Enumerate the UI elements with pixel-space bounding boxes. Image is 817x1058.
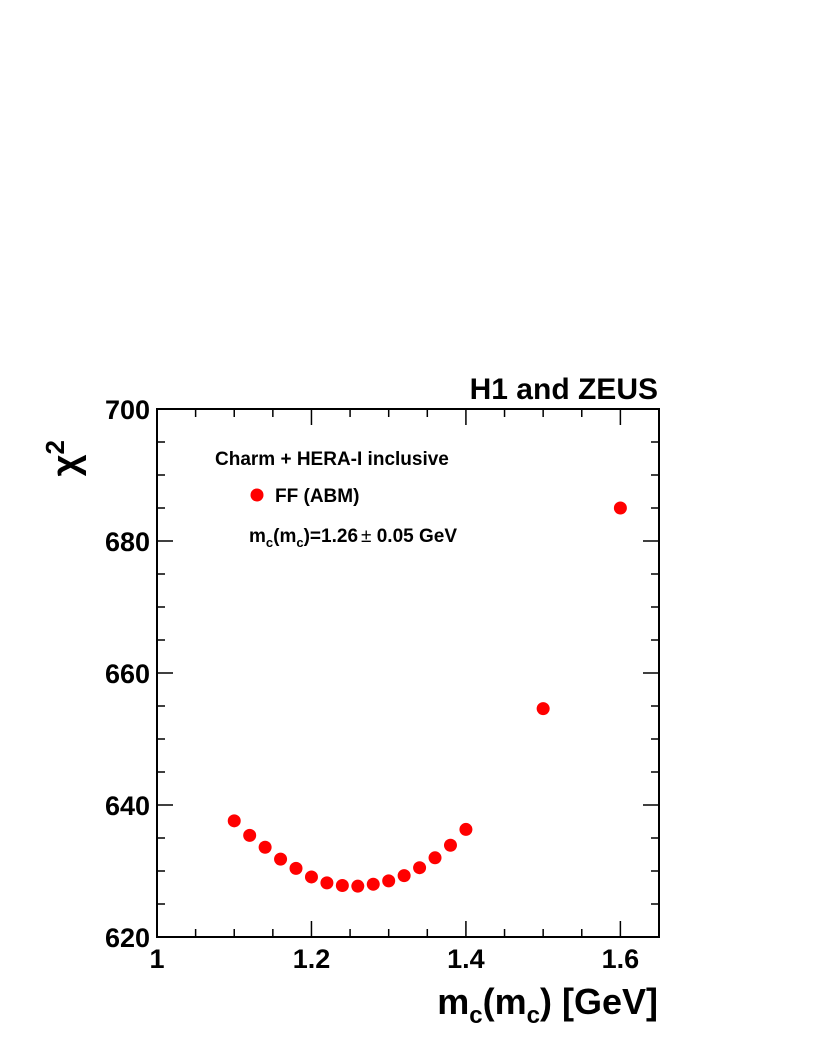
- x-tick-labels: 1 1.2 1.4 1.6: [149, 944, 639, 974]
- legend-marker: [250, 488, 264, 502]
- data-point: [366, 877, 380, 891]
- x-title-sub1: c: [469, 1002, 482, 1029]
- x-title-paren: (m: [483, 981, 527, 1022]
- data-point: [613, 501, 627, 515]
- result-m: m: [249, 526, 266, 547]
- x-title-m: m: [437, 981, 469, 1022]
- data-point: [413, 861, 427, 875]
- result-error: 0.05 GeV: [371, 526, 457, 547]
- data-point: [351, 879, 365, 893]
- y-tick-label: 700: [105, 395, 150, 425]
- data-point: [320, 876, 334, 890]
- y-tick-label: 620: [105, 923, 150, 953]
- x-tick-label: 1.4: [447, 944, 485, 974]
- y-axis-title-sup: 2: [40, 440, 70, 454]
- data-point: [459, 822, 473, 836]
- result-value: )=1.26: [304, 526, 358, 547]
- x-tick-label: 1.6: [602, 944, 640, 974]
- data-point: [335, 879, 349, 893]
- data-point: [227, 814, 241, 828]
- y-tick-labels: 620 640 660 680 700: [105, 395, 150, 953]
- y-tick-label: 680: [105, 527, 150, 557]
- result-sub1: c: [266, 535, 273, 550]
- x-title-rest: ) [GeV]: [540, 981, 658, 1022]
- data-point: [397, 869, 411, 883]
- x-tick-label: 1.2: [293, 944, 331, 974]
- legend-result: mc(mc)=1.26 ± 0.05 GeV: [249, 526, 457, 550]
- result-paren: (m: [273, 526, 296, 547]
- data-point: [536, 702, 550, 716]
- y-tick-label: 660: [105, 659, 150, 689]
- data-point: [428, 851, 442, 865]
- y-tick-label: 640: [105, 791, 150, 821]
- data-point: [304, 870, 318, 884]
- data-point: [243, 828, 257, 842]
- data-point: [382, 874, 396, 888]
- x-title-sub2: c: [527, 1002, 540, 1029]
- result-pm: ±: [361, 526, 371, 547]
- x-tick-label: 1: [149, 944, 164, 974]
- axis-ticks: [156, 408, 660, 938]
- data-point: [289, 861, 303, 875]
- legend-entry: FF (ABM): [275, 486, 359, 507]
- y-axis-title: χ2: [40, 440, 87, 476]
- data-point: [443, 838, 457, 852]
- chart-header: H1 and ZEUS: [470, 373, 658, 406]
- y-axis-title-main: χ: [45, 454, 87, 476]
- data-point: [258, 840, 272, 854]
- legend-title: Charm + HERA-I inclusive: [215, 449, 449, 470]
- plot-frame: [156, 408, 660, 938]
- result-sub2: c: [296, 535, 303, 550]
- data-points: [227, 501, 627, 893]
- data-point: [274, 852, 288, 866]
- x-axis-title: mc(mc) [GeV]: [437, 981, 658, 1029]
